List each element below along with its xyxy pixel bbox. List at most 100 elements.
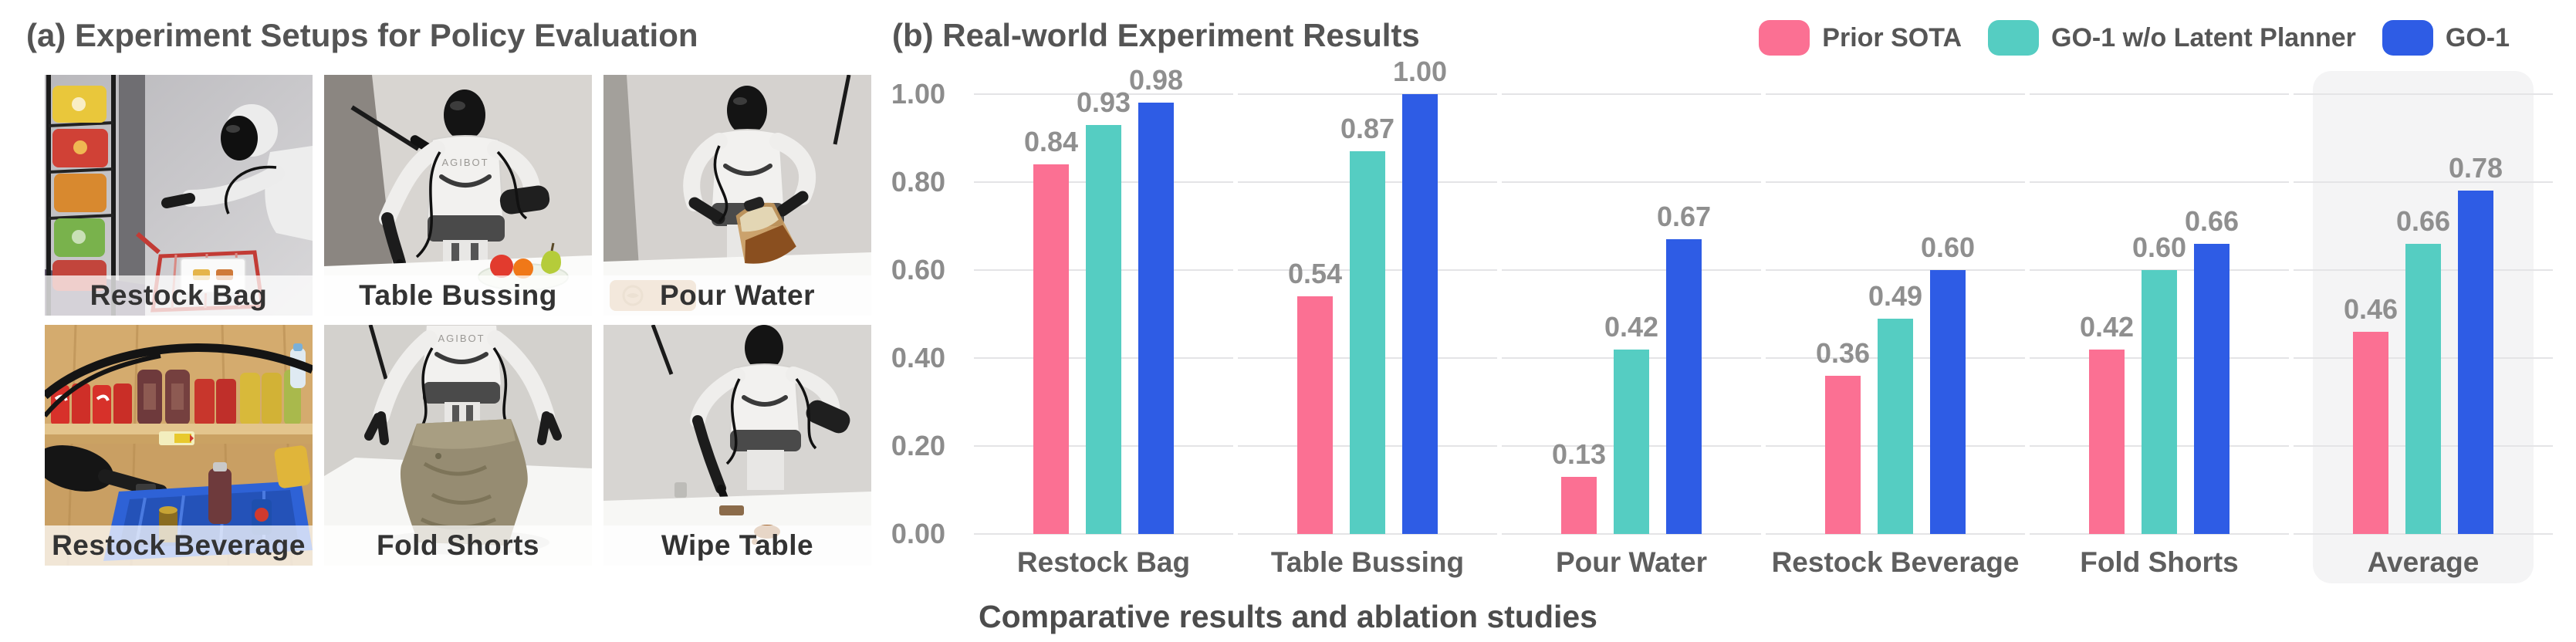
photo-pour-water: Pour Water [603,75,871,316]
bar-go-1-w-o-latent-planner [1614,349,1649,534]
bar-value-label: 1.00 [1392,56,1448,87]
robot-illustration [690,325,850,512]
bar-value-label: 0.36 [1815,336,1871,369]
bar-chart-plot: 0.00 0.20 0.40 0.60 0.80 1.00 0.84 0.93 0.98 Rest… [891,56,2558,583]
bar-go-1 [1930,270,1966,534]
y-axis-tick-label: 0.20 [891,430,945,461]
legend-swatch [2382,20,2433,56]
bar-prior-sota [1033,164,1069,534]
bar-value-label: 0.42 [1604,310,1659,343]
y-axis-tick-label: 0.60 [891,254,945,286]
bar-value-label: 0.93 [1076,86,1131,118]
photo-wipe-table: Wipe Table [603,325,871,566]
gridline [1502,181,1761,183]
x-axis-category-label: Fold Shorts [2080,546,2239,578]
x-axis-category-label: Table Bussing [1270,546,1465,578]
gridline [1238,533,1497,535]
gridline [1502,269,1761,271]
photo-label-table-bussing: Table Bussing [324,275,592,316]
chart-legend: Prior SOTA GO-1 w/o Latent Planner GO-1 [1759,20,2510,56]
bar-value-label: 0.98 [1128,64,1184,96]
bar-value-label: 0.42 [2079,310,2135,343]
legend-item-go-1: GO-1 [2382,20,2510,56]
bar-prior-sota [1561,476,1597,534]
bar-go-1 [1666,239,1702,534]
bar-go-1 [1138,103,1174,534]
x-axis-category-label: Pour Water [1556,546,1707,578]
gridline [2030,181,2289,183]
gridline [2294,533,2553,535]
bar-value-label: 0.84 [1023,126,1079,158]
bar-go-1 [2194,243,2229,534]
bar-prior-sota [1297,296,1333,534]
bar-value-label: 0.60 [1920,231,1976,263]
bar-value-label: 0.66 [2184,204,2240,237]
gridline [1238,93,1497,95]
robot-brand-text: AGIBOT [441,157,488,168]
gridline [1766,269,2025,271]
photo-label-pour-water: Pour Water [603,275,871,316]
bar-prior-sota [1825,375,1861,534]
photo-label-restock-bag: Restock Bag [45,275,313,316]
photo-restock-beverage: Restock Beverage [45,325,313,566]
bar-value-label: 0.67 [1656,201,1712,233]
legend-swatch [1759,20,1810,56]
bar-value-label: 0.78 [2448,152,2503,184]
legend-item-go-1-w-o-latent-planner: GO-1 w/o Latent Planner [1988,20,2356,56]
y-axis-tick-label: 0.40 [891,342,945,373]
bar-value-label: 0.60 [2131,231,2187,263]
gridline [1502,533,1761,535]
gridline [2294,181,2553,183]
bar-value-label: 0.46 [2343,292,2399,325]
photo-label-restock-beverage: Restock Beverage [45,525,313,566]
experiment-photo-grid: Restock Bag AGIBOT [45,75,871,566]
y-axis-tick-label: 0.80 [891,166,945,198]
photo-restock-bag: Restock Bag [45,75,313,316]
gridline [1502,93,1761,95]
bar-value-label: 0.13 [1551,438,1607,470]
robot-illustration: AGIBOT [379,90,550,282]
bar-go-1-w-o-latent-planner [1086,124,1121,534]
legend-item-prior-sota: Prior SOTA [1759,20,1962,56]
robot-brand-text: AGIBOT [438,333,485,344]
figure-caption: Comparative results and ablation studies [979,599,1597,634]
gridline [2030,533,2289,535]
bar-go-1-w-o-latent-planner [2405,243,2441,534]
gridline [1766,181,2025,183]
photo-table-bussing: AGIBOT [324,75,592,316]
legend-label: GO-1 [2445,22,2510,52]
bar-prior-sota [2089,349,2125,534]
gridline [974,533,1233,535]
bar-go-1-w-o-latent-planner [1878,318,1913,534]
bar-go-1 [1402,94,1438,534]
bar-go-1-w-o-latent-planner [2142,270,2177,534]
y-axis-tick-label: 1.00 [891,78,945,110]
gridline [1766,533,2025,535]
panel-a-title: (a) Experiment Setups for Policy Evaluat… [26,17,698,53]
bar-go-1 [2458,191,2493,534]
photo-label-fold-shorts: Fold Shorts [324,525,592,566]
x-axis-category-label: Restock Beverage [1771,546,2020,578]
panel-b-title: (b) Real-world Experiment Results [892,17,1420,53]
beverage-shelf-illustration [45,343,313,445]
bar-value-label: 0.87 [1340,113,1395,145]
gridline [1766,93,2025,95]
robot-arm-illustration [161,104,313,241]
bar-value-label: 0.49 [1868,279,1923,312]
bar-prior-sota [2353,331,2388,534]
photo-label-wipe-table: Wipe Table [603,525,871,566]
gridline [2294,93,2553,95]
juice-jug-illustration [735,197,796,264]
gridline [974,93,1233,95]
photo-fold-shorts: AGIBOT [324,325,592,566]
bar-value-label: 0.54 [1287,258,1343,290]
x-axis-category-label: Restock Bag [1016,546,1191,578]
legend-label: GO-1 w/o Latent Planner [2051,22,2356,52]
legend-label: Prior SOTA [1822,22,1962,52]
gridline [2030,93,2289,95]
legend-swatch [1988,20,2040,56]
robot-gripper-illustration [45,445,186,520]
bar-go-1-w-o-latent-planner [1350,151,1385,534]
x-axis-category-label: Average [2367,546,2480,578]
